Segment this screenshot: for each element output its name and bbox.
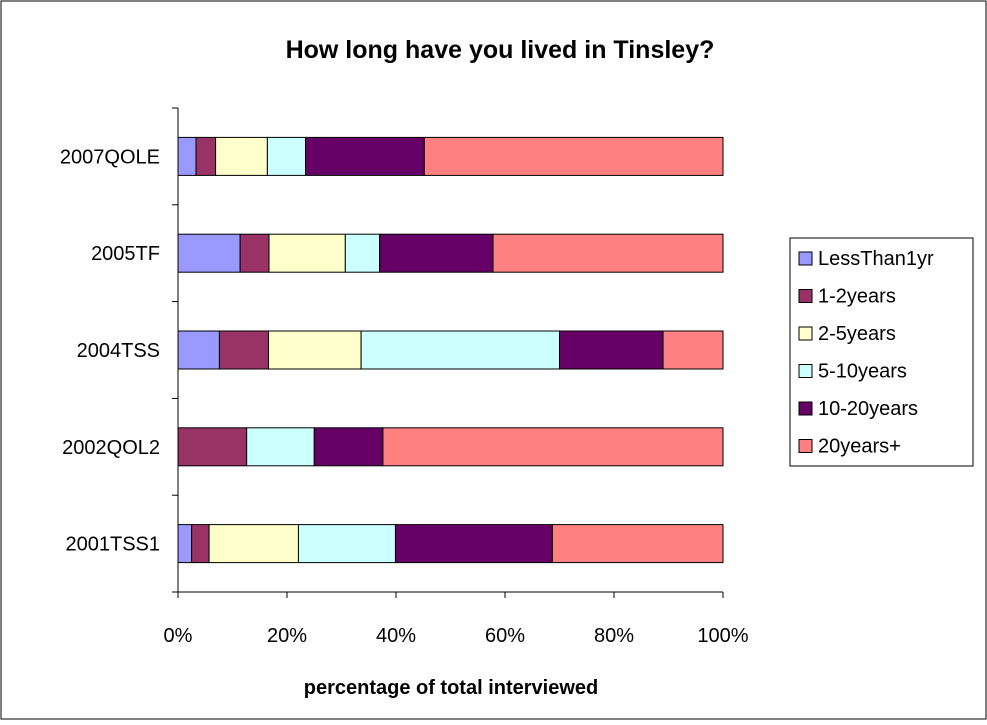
bar-segment-2-5years: [215, 136, 268, 176]
bar-segment-1-2years: [218, 330, 269, 370]
bar-segment-lessthan1yr: [177, 136, 197, 176]
bar-segment-lessthan1yr: [177, 330, 220, 370]
category-label: 2001TSS1: [65, 534, 160, 556]
bar-segment-1-2years: [195, 136, 217, 176]
bar-segment-20years-: [492, 233, 724, 273]
bar-segment-20years-: [662, 330, 724, 370]
legend-label: 2-5years: [818, 323, 896, 345]
legend-swatch: [798, 401, 813, 416]
chart-title: How long have you lived in Tinsley?: [286, 36, 715, 64]
legend-swatch: [798, 364, 813, 378]
x-tick-label: 80%: [594, 625, 634, 647]
bar-segment-20years-: [423, 136, 724, 176]
bar-segment-5-10years: [297, 524, 396, 564]
legend: LessThan1yr 1-2years 2-5years 5-10years 10-2…: [789, 237, 974, 467]
bar-segment-1-2years: [177, 427, 248, 467]
legend-swatch: [798, 439, 813, 453]
x-axis-title: percentage of total interviewed: [304, 677, 599, 699]
x-tick-label: 60%: [485, 625, 525, 647]
bar-segment-5-10years: [344, 233, 381, 273]
bar-segment-1-2years: [239, 233, 270, 273]
legend-box: [789, 237, 974, 467]
x-tick-label: 0%: [164, 625, 193, 647]
x-tick-label: 40%: [376, 625, 416, 647]
legend-swatch: [798, 289, 813, 303]
legend-label: 10-20years: [818, 398, 918, 420]
x-tick-label: 20%: [267, 625, 307, 647]
bar-segment-10-20years: [313, 427, 384, 467]
bar-segment-20years-: [551, 524, 724, 564]
legend-label: 1-2years: [818, 286, 896, 308]
bar-segment-2-5years: [268, 233, 346, 273]
x-tick-label: 100%: [697, 625, 748, 647]
legend-label: 5-10years: [818, 361, 907, 383]
bar-segment-5-10years: [266, 136, 307, 176]
legend-label: 20years+: [818, 436, 901, 458]
bar-segment-10-20years: [559, 330, 664, 370]
bar-segment-5-10years: [360, 330, 560, 370]
bar-segment-10-20years: [305, 136, 425, 176]
legend-label: LessThan1yr: [818, 248, 934, 270]
category-label: 2004TSS: [77, 340, 160, 362]
bar-segment-1-2years: [191, 524, 210, 564]
legend-swatch: [798, 326, 813, 341]
bar-segment-lessthan1yr: [177, 524, 193, 564]
bar-segment-2-5years: [267, 330, 362, 370]
category-label: 2005TF: [91, 243, 160, 265]
category-label: 2007QOLE: [60, 146, 160, 168]
legend-swatch: [798, 251, 813, 266]
bar-segment-lessthan1yr: [177, 233, 241, 273]
bar-segment-10-20years: [394, 524, 553, 564]
bar-segment-2-5years: [208, 524, 299, 564]
bar-segment-5-10years: [246, 427, 315, 467]
bar-segment-10-20years: [379, 233, 494, 273]
plot-area: 0% 20% 40% 60% 80% 100% 2007QOLE 2005TF 2004TSS 2…: [60, 107, 749, 647]
category-label: 2002QOL2: [62, 437, 160, 459]
bar-segment-20years-: [382, 427, 724, 467]
